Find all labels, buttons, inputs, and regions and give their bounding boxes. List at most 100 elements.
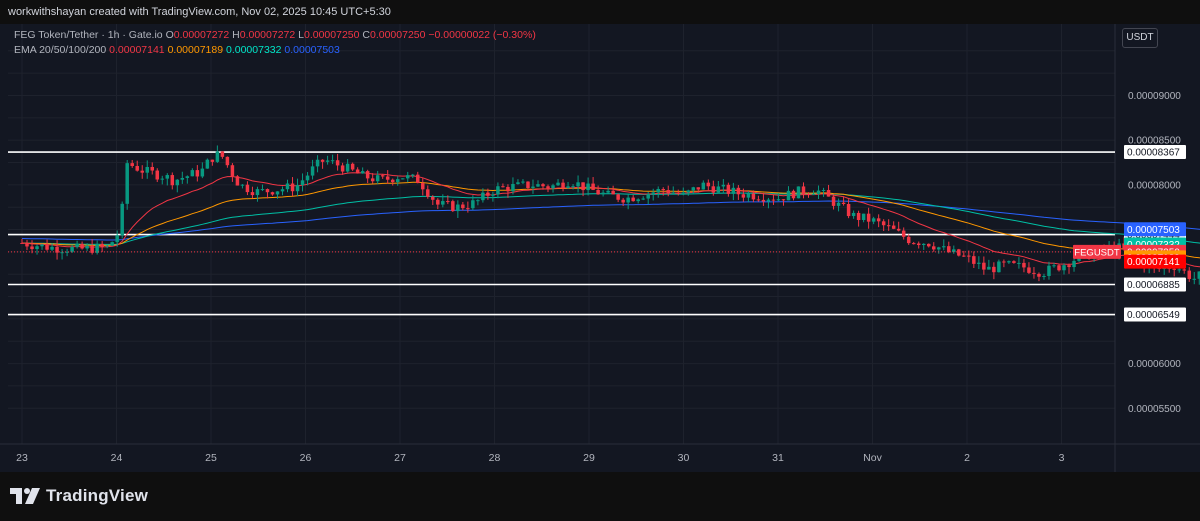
candle-body[interactable]	[80, 243, 84, 249]
candle-body[interactable]	[85, 245, 89, 249]
candle-body[interactable]	[611, 190, 615, 195]
candle-body[interactable]	[335, 160, 340, 166]
candle-body[interactable]	[360, 171, 365, 174]
candle-body[interactable]	[561, 182, 565, 189]
candle-body[interactable]	[50, 246, 54, 250]
candle-body[interactable]	[651, 192, 655, 195]
candle-body[interactable]	[215, 151, 220, 162]
candle-body[interactable]	[952, 249, 956, 253]
candle-body[interactable]	[195, 170, 200, 177]
candle-body[interactable]	[385, 176, 390, 180]
candle-body[interactable]	[466, 208, 470, 210]
chart-area[interactable]: 0.00009000 0.00008500 0.00008000 0.00006000…	[0, 24, 1200, 472]
candle-body[interactable]	[841, 202, 846, 205]
candle-body[interactable]	[761, 199, 766, 202]
candle-body[interactable]	[330, 160, 335, 162]
candle-body[interactable]	[150, 166, 154, 171]
candle-body[interactable]	[696, 187, 701, 190]
candle-body[interactable]	[816, 190, 821, 195]
candle-body[interactable]	[726, 184, 731, 194]
candle-body[interactable]	[160, 178, 165, 180]
candle-body[interactable]	[446, 201, 450, 203]
candle-body[interactable]	[977, 262, 981, 264]
legend-ema-label[interactable]: EMA 20/50/100/200	[14, 44, 107, 56]
candle-body[interactable]	[796, 186, 801, 199]
candle-body[interactable]	[576, 182, 580, 187]
candle-body[interactable]	[1062, 265, 1066, 271]
candle-body[interactable]	[967, 255, 971, 257]
candle-body[interactable]	[947, 246, 951, 253]
candle-body[interactable]	[641, 198, 645, 200]
candle-body[interactable]	[866, 213, 871, 222]
candle-body[interactable]	[536, 184, 540, 187]
candle-body[interactable]	[290, 183, 295, 192]
candle-body[interactable]	[701, 182, 706, 190]
candle-body[interactable]	[225, 156, 230, 166]
candle-body[interactable]	[886, 225, 891, 227]
candle-body[interactable]	[40, 244, 44, 247]
candle-body[interactable]	[275, 191, 280, 195]
candle-body[interactable]	[616, 194, 620, 200]
candle-body[interactable]	[501, 186, 505, 188]
candle-body[interactable]	[185, 176, 190, 178]
candle-body[interactable]	[375, 175, 380, 182]
candle-body[interactable]	[856, 212, 861, 220]
candle-body[interactable]	[110, 242, 114, 246]
candle-body[interactable]	[997, 261, 1001, 273]
candle-body[interactable]	[861, 213, 866, 220]
candle-body[interactable]	[365, 171, 370, 179]
candle-body[interactable]	[846, 204, 851, 217]
candle-body[interactable]	[416, 174, 420, 184]
candle-body[interactable]	[441, 201, 445, 205]
candle-body[interactable]	[45, 244, 49, 250]
candle-body[interactable]	[456, 204, 460, 212]
candle-body[interactable]	[115, 235, 119, 243]
candle-body[interactable]	[1017, 262, 1021, 264]
candle-body[interactable]	[60, 252, 64, 254]
candle-body[interactable]	[636, 199, 640, 202]
tradingview-logo[interactable]: TradingView	[10, 486, 148, 506]
candle-body[interactable]	[1067, 265, 1071, 268]
candle-body[interactable]	[731, 187, 736, 194]
currency-button[interactable]: USDT	[1122, 28, 1158, 48]
candle-body[interactable]	[851, 212, 856, 217]
candle-body[interactable]	[766, 199, 771, 202]
candle-body[interactable]	[921, 243, 926, 246]
candle-body[interactable]	[1002, 261, 1006, 263]
candle-body[interactable]	[1057, 265, 1061, 271]
candle-body[interactable]	[230, 165, 235, 177]
candle-body[interactable]	[411, 174, 415, 176]
candle-body[interactable]	[811, 194, 816, 196]
candle-body[interactable]	[541, 184, 545, 187]
candle-body[interactable]	[325, 160, 330, 162]
legend-symbol[interactable]: FEG Token/Tether · 1h · Gate.io	[14, 29, 163, 41]
candle-body[interactable]	[1187, 270, 1191, 279]
candle-body[interactable]	[461, 204, 465, 209]
candle-body[interactable]	[170, 175, 175, 186]
candle-body[interactable]	[831, 196, 836, 206]
candle-body[interactable]	[821, 189, 826, 191]
candle-body[interactable]	[350, 163, 355, 170]
candle-body[interactable]	[736, 187, 741, 195]
candle-body[interactable]	[626, 197, 630, 203]
candle-body[interactable]	[451, 201, 455, 212]
candle-body[interactable]	[320, 159, 325, 162]
candle-body[interactable]	[591, 183, 595, 190]
candle-body[interactable]	[120, 203, 124, 236]
candle-body[interactable]	[786, 190, 791, 201]
candle-body[interactable]	[566, 186, 570, 189]
candle-body[interactable]	[255, 189, 260, 196]
candle-body[interactable]	[506, 186, 510, 192]
candle-body[interactable]	[621, 199, 625, 203]
candle-body[interactable]	[260, 189, 265, 191]
candle-body[interactable]	[521, 181, 525, 183]
candle-body[interactable]	[421, 183, 425, 190]
candle-body[interactable]	[992, 266, 996, 273]
candle-body[interactable]	[586, 183, 590, 191]
candle-body[interactable]	[155, 170, 160, 180]
candle-body[interactable]	[400, 178, 405, 180]
candle-body[interactable]	[245, 184, 250, 193]
candle-body[interactable]	[957, 249, 961, 256]
candle-body[interactable]	[25, 243, 29, 247]
candle-body[interactable]	[881, 221, 886, 226]
